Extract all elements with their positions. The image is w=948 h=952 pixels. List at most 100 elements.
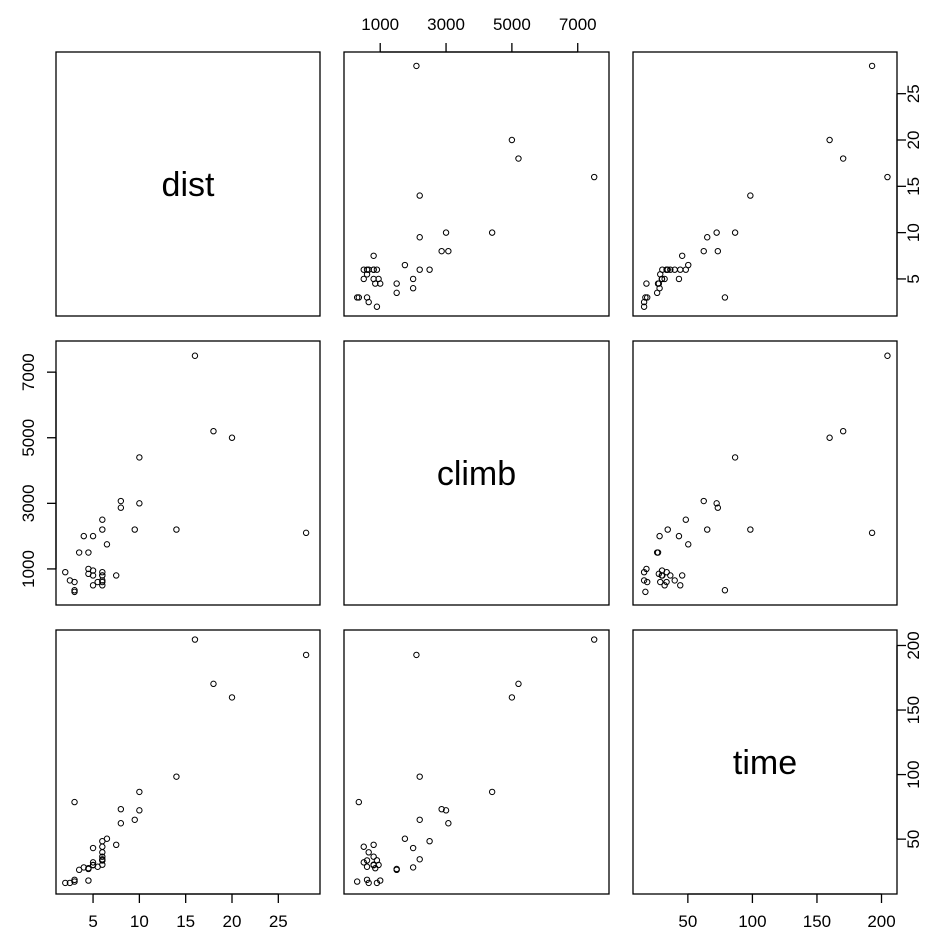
point-time-dist-24 (71, 876, 78, 883)
point-time-dist-10 (302, 651, 310, 659)
point-dist-climb-22 (416, 266, 423, 273)
point-climb-dist-10 (302, 529, 310, 537)
point-climb-time-24 (644, 578, 651, 586)
tick-label-time-200: 200 (867, 912, 895, 931)
point-dist-time-11 (675, 275, 683, 283)
point-dist-climb-5 (438, 247, 445, 255)
tick-label-climb-3000: 3000 (19, 484, 38, 522)
point-dist-climb-29 (360, 275, 367, 283)
point-climb-dist-5 (117, 504, 125, 511)
point-time-dist-15 (136, 807, 143, 814)
panel-time-vs-dist (55, 629, 321, 895)
point-time-dist-11 (89, 844, 97, 852)
point-time-climb-34 (508, 694, 516, 701)
tick-label-time-100: 100 (738, 912, 766, 931)
point-time-climb-30 (488, 788, 496, 796)
point-climb-time-10 (868, 529, 876, 537)
point-dist-time-33 (655, 280, 663, 287)
point-dist-climb-20 (353, 294, 361, 301)
point-dist-climb-21 (393, 289, 400, 297)
tick-label-climb-1000: 1000 (361, 15, 399, 34)
point-climb-dist-16 (173, 526, 180, 533)
point-climb-time-9 (671, 577, 678, 584)
point-climb-dist-11 (89, 532, 97, 540)
point-time-dist-3 (113, 841, 120, 849)
point-time-dist-6 (191, 636, 199, 643)
point-time-climb-15 (442, 807, 450, 814)
point-climb-dist-3 (113, 572, 120, 579)
point-climb-dist-6 (191, 352, 199, 359)
point-time-climb-3 (370, 841, 377, 849)
panel-time-vs-climb (343, 629, 610, 895)
tick-label-climb-5000: 5000 (493, 15, 531, 34)
point-climb-time-31 (663, 578, 670, 586)
point-dist-climb-4 (445, 247, 452, 255)
point-dist-climb-16 (416, 192, 423, 199)
point-time-climb-6 (590, 636, 598, 643)
point-time-climb-5 (438, 805, 445, 813)
point-dist-climb-23 (373, 303, 381, 310)
point-climb-time-28 (685, 541, 692, 548)
point-time-climb-24 (363, 876, 371, 883)
point-dist-time-4 (700, 247, 707, 255)
panel-frame (343, 629, 610, 895)
point-climb-time-30 (731, 454, 739, 461)
point-climb-dist-2 (99, 569, 106, 576)
panel-time-vs-time: time (632, 629, 898, 895)
point-dist-climb-24 (363, 294, 371, 301)
point-time-dist-26 (99, 861, 106, 868)
point-time-climb-9 (365, 849, 372, 856)
panel-dist-vs-climb (343, 51, 610, 317)
point-climb-dist-27 (89, 567, 97, 574)
diagonal-label-climb: climb (437, 455, 516, 493)
point-climb-time-13 (677, 582, 684, 589)
point-dist-time-15 (713, 229, 720, 236)
point-dist-climb-10 (413, 62, 420, 70)
point-climb-time-7 (667, 572, 674, 579)
point-dist-time-17 (721, 294, 729, 301)
point-climb-time-20 (642, 588, 649, 596)
point-time-climb-16 (416, 773, 423, 780)
point-dist-time-27 (658, 275, 666, 283)
point-dist-time-20 (642, 294, 649, 301)
point-time-climb-22 (416, 856, 423, 863)
tick-label-time-150: 150 (803, 912, 831, 931)
point-climb-dist-15 (136, 500, 143, 507)
point-climb-time-12 (704, 526, 711, 533)
panel-frame (55, 51, 321, 317)
tick-label-dist-20: 20 (223, 912, 242, 931)
tick-label-climb-7000: 7000 (559, 15, 597, 34)
point-climb-dist-30 (136, 454, 143, 461)
point-dist-climb-32 (515, 155, 522, 162)
point-dist-climb-13 (360, 266, 367, 273)
point-time-climb-1 (426, 838, 433, 845)
point-dist-time-10 (868, 62, 876, 70)
point-time-climb-10 (413, 651, 420, 659)
point-climb-dist-13 (99, 582, 106, 589)
point-climb-time-19 (657, 578, 664, 586)
point-dist-climb-25 (409, 285, 417, 292)
point-time-dist-20 (71, 878, 78, 885)
point-dist-climb-30 (488, 229, 496, 236)
point-dist-climb-19 (363, 271, 371, 278)
point-dist-climb-34 (508, 136, 516, 144)
point-climb-time-32 (839, 427, 847, 435)
point-time-dist-16 (173, 773, 180, 780)
y-axis-dist-right: 5 10 15 20 25 (896, 84, 923, 284)
panel-frame (343, 51, 610, 317)
point-climb-time-16 (747, 526, 754, 533)
point-time-dist-30 (136, 788, 143, 796)
point-climb-time-15 (713, 500, 720, 507)
point-time-dist-5 (117, 805, 125, 813)
panel-frame (55, 629, 321, 895)
point-time-climb-23 (373, 879, 381, 887)
point-time-climb-31 (363, 857, 371, 864)
point-climb-dist-21 (75, 549, 83, 556)
panel-climb-vs-climb: climb (343, 340, 610, 606)
point-climb-time-29 (661, 582, 668, 589)
point-time-dist-32 (210, 680, 217, 688)
point-time-dist-28 (103, 835, 111, 842)
point-climb-time-3 (678, 572, 686, 579)
point-dist-climb-14 (393, 280, 400, 287)
tick-label-dist-25: 25 (904, 84, 923, 103)
